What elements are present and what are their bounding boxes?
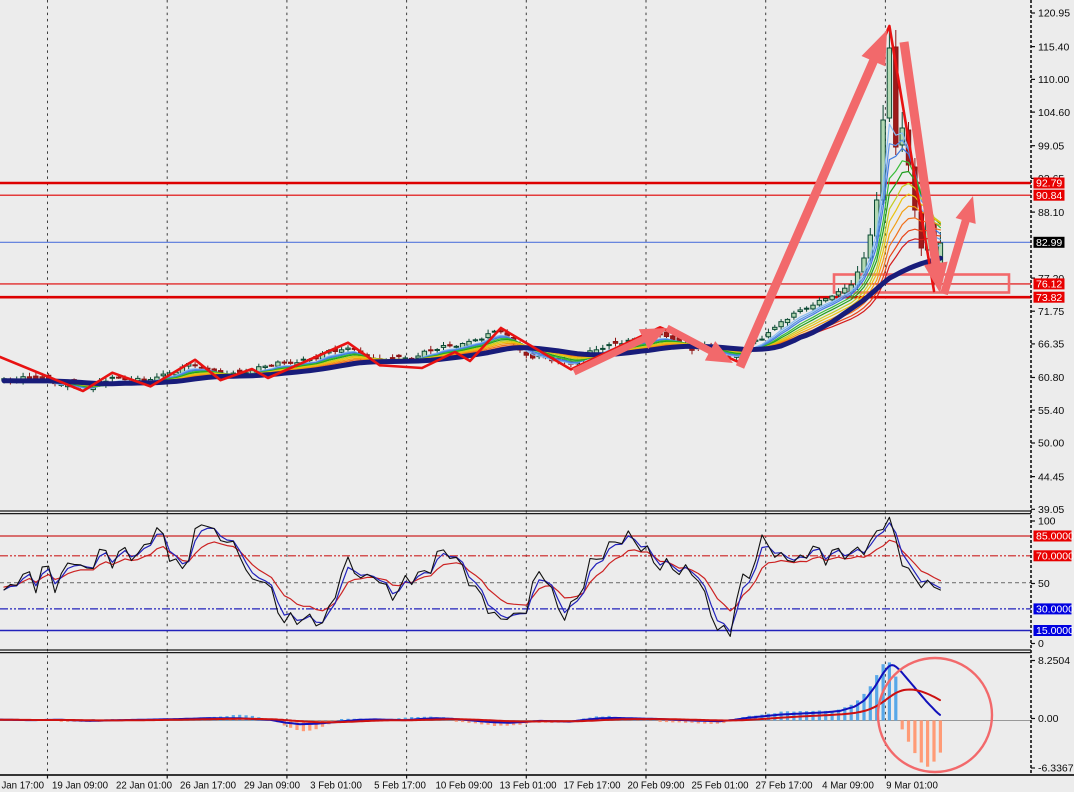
svg-text:115.40: 115.40	[1038, 41, 1069, 53]
svg-text:27 Feb 17:00: 27 Feb 17:00	[755, 781, 813, 792]
svg-text:73.82: 73.82	[1036, 292, 1062, 304]
svg-text:99.05: 99.05	[1038, 140, 1064, 152]
svg-text:39.05: 39.05	[1038, 504, 1064, 516]
svg-text:8.2504: 8.2504	[1038, 655, 1070, 667]
svg-text:92.79: 92.79	[1036, 178, 1062, 190]
svg-text:44.45: 44.45	[1038, 471, 1064, 483]
svg-text:60.80: 60.80	[1038, 372, 1064, 384]
svg-text:66.35: 66.35	[1038, 339, 1064, 351]
svg-text:17 Feb 17:00: 17 Feb 17:00	[563, 781, 621, 792]
svg-text:25 Feb 01:00: 25 Feb 01:00	[691, 781, 749, 792]
svg-text:104.60: 104.60	[1038, 107, 1070, 119]
svg-text:110.00: 110.00	[1038, 74, 1069, 86]
svg-text:71.75: 71.75	[1038, 306, 1064, 318]
svg-text:30.0000: 30.0000	[1036, 604, 1074, 616]
svg-text:50.00: 50.00	[1038, 438, 1064, 450]
svg-text:15.0000: 15.0000	[1036, 625, 1074, 637]
svg-text:120.95: 120.95	[1038, 8, 1070, 20]
svg-text:50: 50	[1038, 578, 1050, 590]
svg-text:0.00: 0.00	[1038, 713, 1059, 725]
svg-text:22 Jan 01:00: 22 Jan 01:00	[116, 781, 173, 792]
svg-text:5 Feb 17:00: 5 Feb 17:00	[374, 781, 426, 792]
svg-text:90.84: 90.84	[1036, 190, 1062, 202]
svg-text:13 Feb 01:00: 13 Feb 01:00	[499, 781, 557, 792]
svg-text:26 Jan 17:00: 26 Jan 17:00	[180, 781, 237, 792]
svg-text:-6.3367: -6.3367	[1038, 763, 1074, 775]
svg-text:4 Mar 09:00: 4 Mar 09:00	[822, 781, 874, 792]
svg-text:70.0000: 70.0000	[1036, 551, 1074, 563]
svg-text:85.0000: 85.0000	[1036, 531, 1074, 543]
svg-text:82.99: 82.99	[1036, 237, 1062, 249]
svg-text:100: 100	[1038, 516, 1056, 528]
svg-text:88.10: 88.10	[1038, 207, 1064, 219]
svg-text:19 Jan 09:00: 19 Jan 09:00	[52, 781, 109, 792]
svg-text:9 Mar 01:00: 9 Mar 01:00	[886, 781, 938, 792]
svg-text:76.12: 76.12	[1036, 279, 1062, 291]
svg-text:3 Feb 01:00: 3 Feb 01:00	[310, 781, 362, 792]
svg-text:15 Jan 17:00: 15 Jan 17:00	[0, 781, 45, 792]
svg-text:0: 0	[1038, 638, 1044, 650]
svg-text:55.40: 55.40	[1038, 405, 1064, 417]
svg-text:20 Feb 09:00: 20 Feb 09:00	[627, 781, 685, 792]
svg-text:10 Feb 09:00: 10 Feb 09:00	[435, 781, 493, 792]
svg-text:29 Jan 09:00: 29 Jan 09:00	[244, 781, 301, 792]
